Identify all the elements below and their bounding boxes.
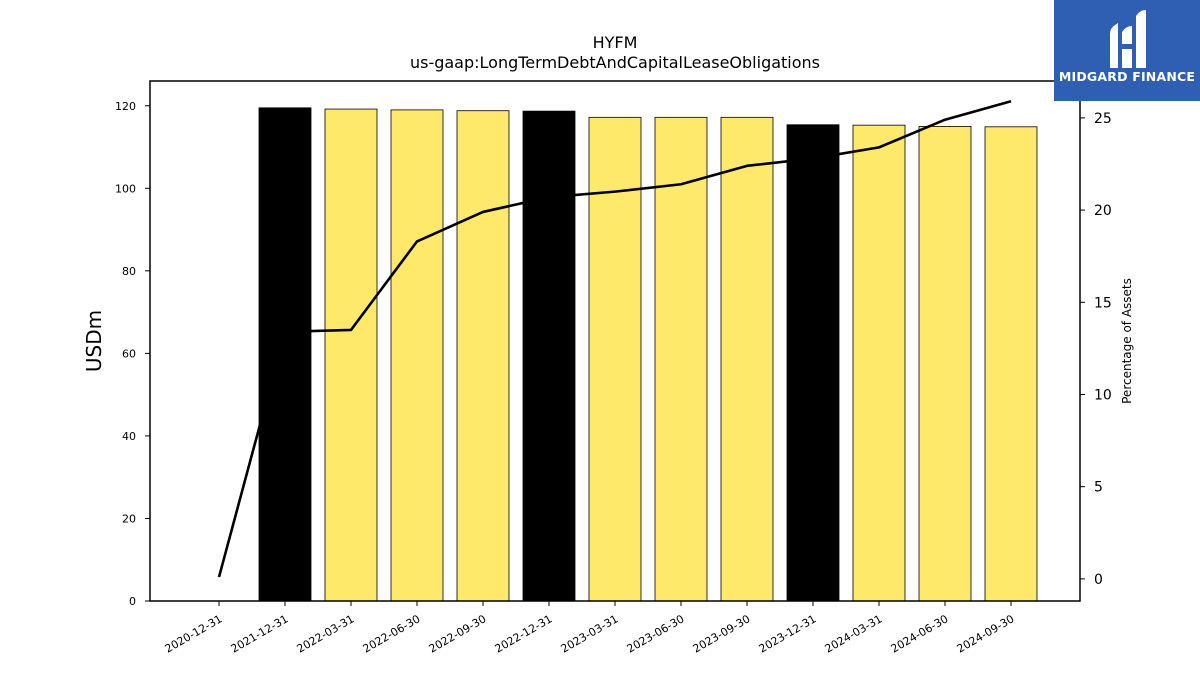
x-tick-label: 2024-09-30	[955, 612, 1017, 655]
logo-text: MIDGARD FINANCE	[1058, 69, 1196, 84]
line-layer	[217, 100, 1012, 578]
y-tick-label: 120	[115, 100, 136, 113]
y2-tick-label: 20	[1094, 203, 1112, 219]
x-tick-label: 2024-03-31	[823, 612, 885, 655]
x-tick-label: 2023-09-30	[691, 612, 753, 655]
bar-2023-03-31	[588, 116, 642, 602]
x-tick-label: 2022-06-30	[361, 612, 423, 655]
bar-2024-06-30	[918, 125, 972, 602]
logo-mark-icon	[1110, 10, 1146, 68]
x-tick-label: 2022-09-30	[427, 612, 489, 655]
bar-2023-12-31	[786, 124, 840, 602]
bar-2021-12-31	[258, 107, 312, 602]
y2-tick-label: 0	[1094, 572, 1103, 588]
logo: MIDGARD FINANCE	[1054, 0, 1200, 101]
bar-2024-03-31	[852, 124, 906, 602]
bar-2022-09-30	[456, 110, 510, 602]
x-tick-label: 2021-12-31	[229, 612, 291, 655]
bar-2023-06-30	[654, 116, 708, 602]
bar-2023-09-30	[720, 116, 774, 602]
x-tick-label: 2024-06-30	[889, 612, 951, 655]
y-tick-label: 100	[115, 182, 136, 195]
y2-tick-label: 10	[1094, 387, 1112, 403]
bar-2024-09-30	[984, 126, 1038, 602]
y2-tick-label: 5	[1094, 480, 1103, 496]
y-tick-label: 40	[122, 430, 136, 443]
x-tick-label: 2022-03-31	[295, 612, 357, 655]
chart-title: HYFM	[593, 33, 638, 52]
bar-2022-03-31	[324, 108, 378, 602]
bar-2022-06-30	[390, 109, 444, 602]
x-tick-label: 2023-12-31	[757, 612, 819, 655]
bars-layer	[258, 107, 1038, 602]
x-tick-label: 2023-03-31	[559, 612, 621, 655]
y2-tick-label: 15	[1094, 295, 1112, 311]
y2-axis-label: Percentage of Assets	[1120, 278, 1134, 404]
y-tick-label: 0	[129, 595, 136, 608]
y2-tick-label: 25	[1094, 111, 1112, 127]
bar-2022-12-31	[522, 110, 576, 602]
y-tick-label: 20	[122, 512, 136, 525]
y-tick-label: 60	[122, 347, 136, 360]
y-axis-label: USDm	[82, 310, 106, 372]
x-tick-label: 2022-12-31	[493, 612, 555, 655]
y-tick-label: 80	[122, 265, 136, 278]
chart-subtitle: us-gaap:LongTermDebtAndCapitalLeaseOblig…	[410, 53, 820, 72]
x-tick-label: 2020-12-31	[163, 612, 225, 655]
x-tick-label: 2023-06-30	[625, 612, 687, 655]
